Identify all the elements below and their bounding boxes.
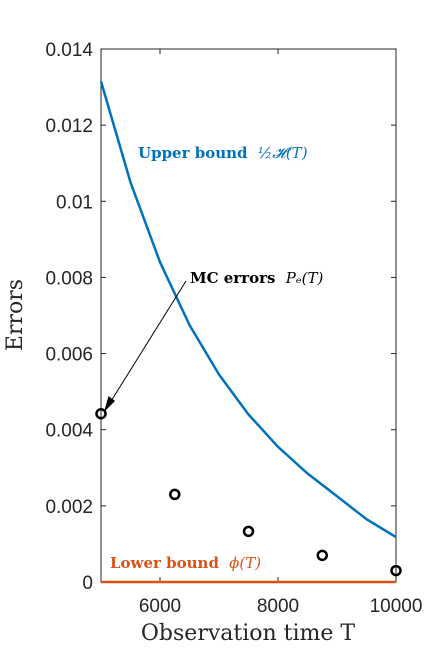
- mc-errors-label: MC errors: [190, 269, 275, 287]
- x-axis-title: Observation time T: [141, 621, 356, 646]
- upper-bound-annotation: Upper bound ½𝓗(T): [138, 144, 308, 162]
- mc-error-point: [169, 488, 181, 501]
- y-tick-label: 0.008: [45, 268, 93, 289]
- upper-bound-line: [99, 81, 397, 539]
- y-tick-label: 0.012: [45, 116, 93, 137]
- x-tick-label: 8000: [257, 596, 299, 617]
- plot-area-box: [100, 48, 397, 583]
- y-axis-title: Errors: [3, 279, 28, 351]
- mc-errors-arrow: [107, 280, 187, 407]
- mc-error-point: [95, 407, 107, 420]
- mc-errors-arrowhead: [104, 396, 115, 412]
- y-tick-label: 0.01: [56, 192, 93, 213]
- mc-error-point: [390, 564, 402, 577]
- y-tick-label: 0.002: [45, 497, 93, 518]
- tick-labels: 0 0.002 0.004 0.006 0.008 0.01 0.012 0.014 6000 8…: [45, 40, 422, 617]
- mc-errors-math: Pₑ(T): [285, 269, 324, 287]
- x-tick-label: 10000: [370, 596, 423, 617]
- lower-bound-label: Lower bound: [110, 554, 219, 572]
- y-tick-label: 0.004: [45, 421, 93, 442]
- lower-bound-math: ϕ(T): [229, 554, 261, 572]
- y-tick-label: 0.006: [45, 345, 93, 366]
- lower-bound-annotation: Lower bound ϕ(T): [110, 554, 261, 572]
- y-tick-label: 0: [82, 573, 93, 594]
- mc-error-point: [316, 549, 328, 562]
- y-tick-label: 0.014: [45, 40, 93, 61]
- upper-bound-math: ½𝓗(T): [258, 144, 308, 162]
- series-layer: [95, 81, 402, 584]
- ticks: [101, 48, 397, 583]
- mc-error-point: [242, 525, 255, 538]
- upper-bound-label: Upper bound: [138, 144, 248, 162]
- mc-errors-annotation: MC errors Pₑ(T): [190, 269, 323, 287]
- x-tick-label: 6000: [139, 596, 181, 617]
